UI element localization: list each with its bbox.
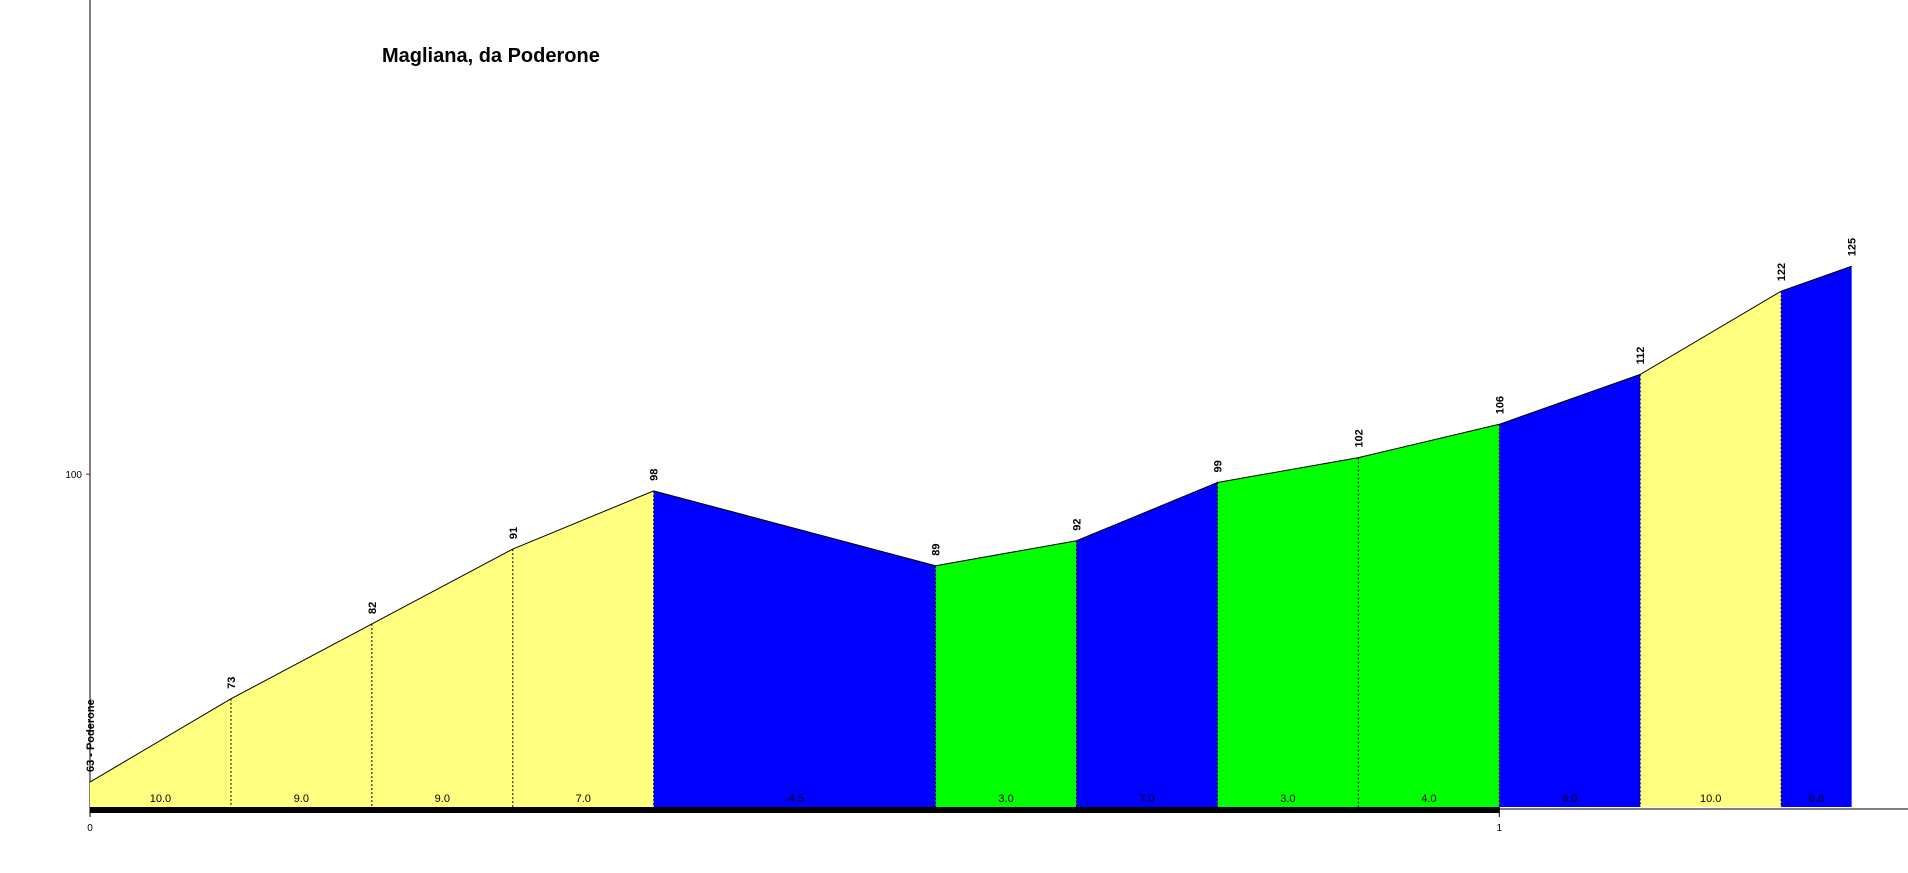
segment [1358,424,1500,807]
elevation-label: 89 [931,543,943,555]
elevation-label: 106 [1494,396,1506,414]
grade-label: 7.0 [1139,793,1154,805]
elevation-label: 91 [508,527,520,539]
grade-label: 9.0 [435,793,450,805]
elevation-label: 92 [1072,519,1084,531]
segment [1781,266,1852,807]
elevation-label: 125 [1847,238,1859,256]
elevation-label: 73 [226,677,238,689]
segment [653,490,936,807]
x-tick-label: 0 [87,823,93,834]
elevation-label: 82 [367,602,379,614]
profile-line [89,265,1852,783]
segment [935,540,1077,807]
elevation-label: 112 [1635,347,1647,365]
elevation-label: 102 [1353,429,1365,447]
segment [230,623,372,807]
segment [512,490,654,807]
grade-label: -4.5 [785,793,804,805]
segment [90,698,231,807]
segment [1076,482,1218,807]
segment [1499,374,1641,807]
grade-label: 6.0 [1562,793,1577,805]
grade-label: 10.0 [150,793,171,805]
x-tick-label: 1 [1497,823,1503,834]
elevation-label: 98 [649,469,661,481]
elevation-label: 63 - Poderone [85,699,97,772]
grade-label: 3.0 [998,793,1013,805]
grade-label: 7.0 [576,793,591,805]
segment [1217,457,1359,807]
grade-label: 4.0 [1421,793,1436,805]
chart-title: Magliana, da Poderone [382,45,600,67]
grade-label: 10.0 [1700,793,1721,805]
grade-label: 3.0 [1280,793,1295,805]
y-tick-label: 100 [65,470,82,481]
segment [371,549,513,807]
distance-bar [90,807,1500,813]
segment [1640,291,1782,808]
elevation-label: 99 [1212,460,1224,472]
grade-label: 9.0 [294,793,309,805]
grade-label: 6.0 [1809,793,1824,805]
elevation-label: 122 [1776,263,1788,281]
